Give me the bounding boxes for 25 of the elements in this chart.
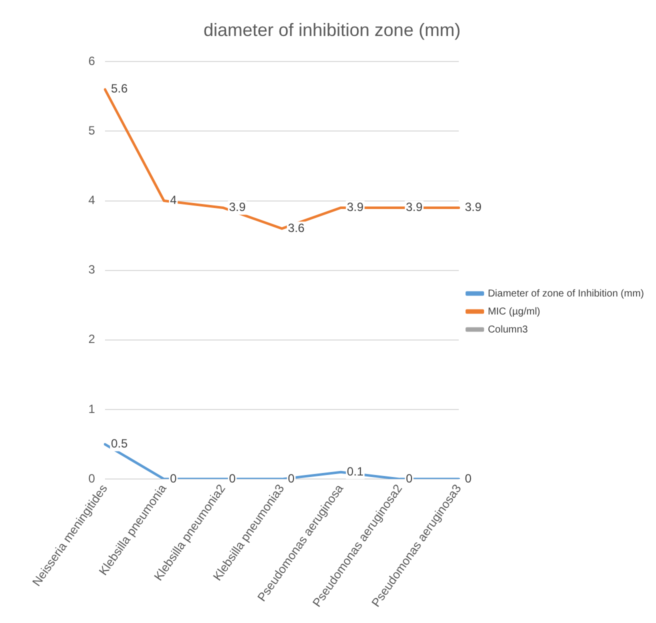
data-label: 0 bbox=[406, 471, 413, 486]
data-label: 3.9 bbox=[464, 200, 482, 214]
y-tick-label: 6 bbox=[88, 54, 96, 68]
y-tick-label: 2 bbox=[88, 332, 96, 346]
data-label: 0.1 bbox=[346, 464, 364, 478]
data-label: 3.6 bbox=[288, 220, 305, 235]
data-label: 4 bbox=[170, 193, 177, 208]
data-label: 0 bbox=[288, 471, 295, 486]
data-label: 0.5 bbox=[111, 436, 128, 451]
data-label: 0 bbox=[170, 471, 177, 486]
data-label: 3.9 bbox=[346, 200, 364, 214]
data-label: 0 bbox=[464, 471, 472, 486]
y-tick-label: 4 bbox=[88, 193, 96, 208]
y-tick-label: 0 bbox=[88, 471, 96, 486]
chart-title: diameter of inhibition zone (mm) bbox=[203, 20, 461, 40]
legend-label: Diameter of zone of Inhibition (mm) bbox=[488, 288, 644, 300]
legend-label: Column3 bbox=[488, 324, 528, 336]
y-tick-label: 5 bbox=[88, 123, 96, 138]
y-tick-label: 3 bbox=[88, 262, 96, 277]
data-label: 3.9 bbox=[406, 200, 423, 214]
y-tick-label: 1 bbox=[88, 402, 96, 416]
data-label: 5.6 bbox=[111, 82, 128, 96]
legend-label: MIC (µg/ml) bbox=[488, 306, 540, 318]
data-label: 3.9 bbox=[228, 200, 246, 214]
data-label: 0 bbox=[228, 471, 236, 486]
